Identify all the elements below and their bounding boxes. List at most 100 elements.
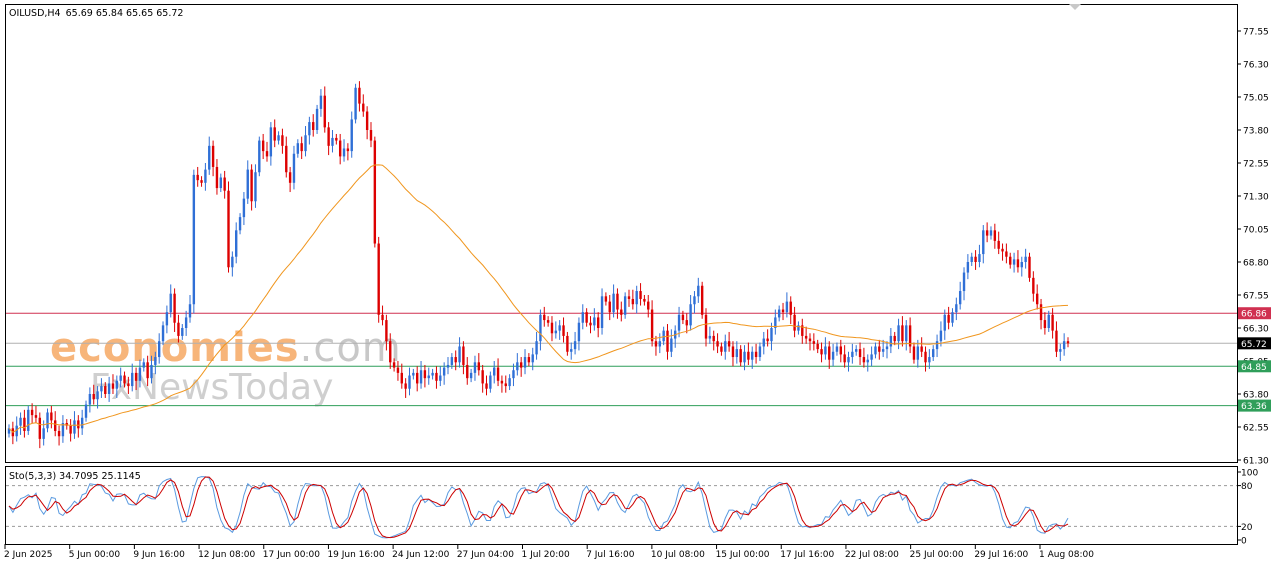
candle-down: [1035, 293, 1039, 305]
candle-down: [712, 335, 715, 342]
candle-down: [700, 285, 704, 315]
time-tick-label: 7 Jul 16:00: [586, 550, 635, 560]
watermark-brand-suffix: .com: [300, 325, 402, 371]
candle-down: [504, 383, 507, 387]
candle-down: [562, 325, 565, 336]
candle-up: [724, 341, 727, 352]
candle-down: [862, 357, 866, 363]
candle-down: [546, 320, 550, 323]
candle-up: [142, 362, 145, 368]
candle-down: [346, 148, 350, 152]
candle-down: [997, 240, 1000, 249]
candle-down: [566, 335, 569, 352]
candle-up: [107, 383, 111, 394]
candle-down: [385, 320, 388, 342]
candle-down: [265, 151, 269, 157]
candle-up: [96, 391, 99, 400]
candle-up: [932, 349, 935, 358]
candle-down: [608, 301, 611, 313]
candle-up: [554, 330, 558, 334]
candle-down: [423, 370, 427, 379]
candle-up: [427, 375, 430, 379]
candle-up: [1062, 341, 1066, 350]
candle-up: [115, 380, 119, 389]
candle-up: [508, 378, 511, 387]
candle-up: [315, 108, 319, 130]
candle-up: [350, 119, 353, 152]
candle-up: [242, 198, 246, 218]
candle-up: [693, 296, 696, 305]
candle-up: [612, 293, 615, 313]
candle-down: [843, 354, 846, 363]
candle-down: [766, 338, 769, 342]
candle-down: [134, 372, 138, 381]
candle-down: [281, 135, 284, 146]
candle-up: [88, 394, 92, 405]
candle-down: [496, 367, 500, 381]
stochastic-tick-label: 20: [1241, 523, 1253, 533]
candle-up: [889, 335, 893, 347]
candle-up: [955, 304, 958, 313]
level-tag-support-2: [1238, 399, 1271, 412]
stochastic-series: [8, 476, 1069, 539]
candle-up: [989, 230, 993, 236]
candle-down: [373, 140, 377, 244]
candle-down: [654, 341, 658, 347]
candle-up: [516, 362, 519, 371]
candle-down: [123, 375, 126, 384]
candle-down: [519, 362, 523, 368]
candle-up: [354, 87, 357, 120]
candle-down: [828, 346, 831, 360]
time-tick-label: 12 Jun 08:00: [198, 550, 255, 560]
candle-up: [697, 285, 700, 297]
time-tick-label: 10 Jul 08:00: [651, 550, 705, 560]
chart-shift-marker[interactable]: [1069, 4, 1081, 10]
candle-up: [982, 230, 985, 255]
level-tag-label: 66.86: [1241, 310, 1267, 320]
candle-down: [1032, 277, 1035, 294]
price-pane-frame: [5, 4, 1238, 463]
candle-up: [42, 428, 45, 439]
candle-up: [523, 357, 527, 368]
candle-down: [912, 346, 916, 360]
current-price-tag: [1238, 337, 1271, 350]
time-tick-label: 27 Jun 04:00: [457, 550, 514, 560]
level-tag-support-1: [1238, 360, 1271, 373]
candle-up: [473, 362, 477, 373]
stochastic-y-axis: 100 80 20 0: [6, 469, 1258, 547]
candle-up: [689, 304, 692, 326]
candle-up: [762, 338, 765, 347]
candle-down: [1001, 248, 1004, 252]
candle-up: [304, 135, 307, 152]
price-tick-label: 71.30: [1243, 193, 1269, 203]
candle-down: [312, 122, 315, 130]
candle-down: [924, 351, 927, 363]
candle-down: [666, 330, 669, 352]
candle-down: [435, 372, 438, 381]
candle-up: [119, 375, 122, 381]
candle-down: [1055, 330, 1058, 352]
candle-down: [404, 383, 407, 389]
candle-down: [92, 394, 95, 400]
candle-up: [962, 272, 966, 292]
candle-down: [54, 420, 57, 431]
candle-down: [731, 346, 735, 358]
price-tick-label: 73.80: [1243, 127, 1269, 137]
candle-up: [154, 357, 157, 365]
candle-down: [273, 127, 276, 141]
candle-down: [589, 322, 592, 326]
candle-up: [246, 169, 249, 199]
candle-down: [477, 362, 481, 371]
watermark-sub: FxNewsToday: [90, 367, 333, 408]
candle-up: [208, 145, 211, 170]
stochastic-tick-label: 100: [1241, 469, 1258, 479]
candle-down: [647, 301, 650, 310]
candle-down: [261, 140, 265, 152]
candle-down: [211, 145, 215, 167]
stochastic-pane-frame: [5, 466, 1238, 545]
candle-down: [527, 357, 531, 363]
candle-down: [1051, 314, 1054, 331]
candle-up: [824, 346, 827, 355]
candle-up: [916, 346, 920, 360]
price-tags: 66.86 64.85 63.36 65.72: [1238, 307, 1271, 412]
